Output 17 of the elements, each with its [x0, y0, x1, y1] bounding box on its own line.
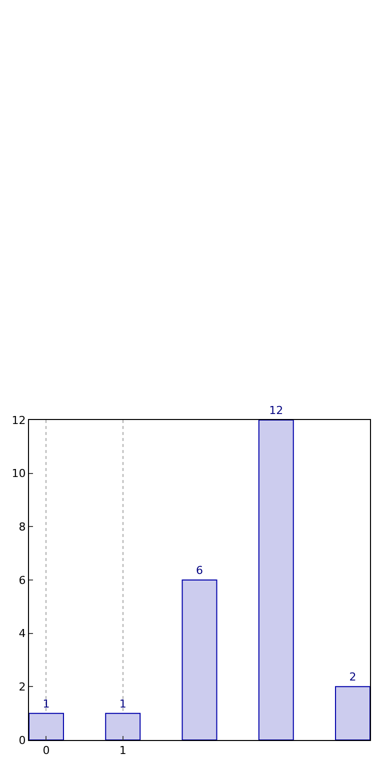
data-label: 1: [119, 697, 126, 710]
data-label: 1: [42, 697, 50, 710]
bar: [105, 712, 141, 740]
y-tick-label: 0: [18, 734, 26, 747]
data-label: 6: [196, 564, 203, 577]
y-tick-label: 8: [18, 520, 26, 534]
y-tick-label: 2: [18, 680, 26, 694]
y-tick-label: 12: [12, 414, 26, 427]
bar: [29, 712, 64, 740]
data-label: 2: [349, 670, 356, 684]
bar: [182, 580, 218, 740]
y-tick-label: 4: [18, 627, 26, 640]
y-tick-label: 10: [12, 467, 26, 480]
bar: [335, 686, 370, 740]
data-label: 12: [269, 404, 284, 417]
y-tick-label: 6: [18, 574, 26, 587]
bar: [258, 420, 294, 740]
